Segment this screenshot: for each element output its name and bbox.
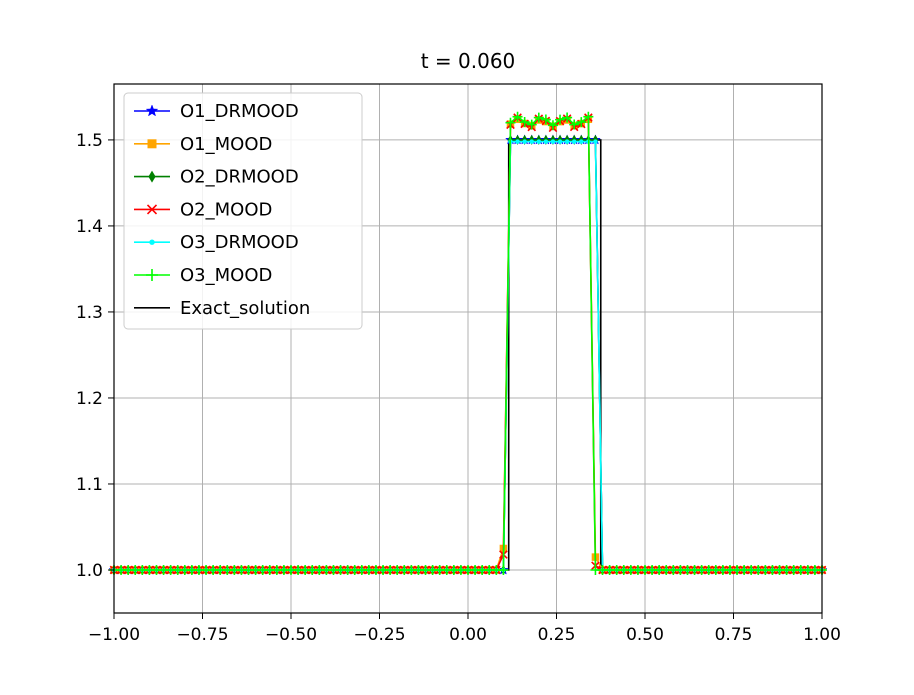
legend-marker-o3-drmood — [149, 239, 155, 245]
legend-entry-o2-drmood: O2_DRMOOD — [134, 167, 299, 188]
legend-entry-o1-drmood: O1_DRMOOD — [134, 101, 299, 122]
legend-box — [123, 92, 363, 330]
data-point-o3-mood — [583, 111, 594, 122]
legend-entry-o3-mood: O3_MOOD — [134, 265, 272, 286]
data-point-o3-mood — [498, 564, 509, 575]
x-tick-label: 0.75 — [715, 625, 753, 645]
x-tick-label: 0.50 — [626, 625, 664, 645]
series-layer — [108, 111, 828, 575]
data-point-o3-mood — [505, 117, 516, 128]
data-point-o3-drmood — [543, 139, 549, 144]
data-point-o3-drmood — [515, 139, 520, 144]
data-point-o3-mood — [512, 111, 523, 122]
data-point-o3-drmood — [571, 139, 577, 144]
y-tick-label: 1.3 — [76, 303, 103, 323]
legend-label: O2_MOOD — [180, 199, 272, 220]
y-tick-label: 1.1 — [76, 475, 103, 495]
data-point-o3-mood — [540, 114, 551, 125]
legend-entry-o1-mood: O1_MOOD — [134, 134, 272, 155]
legend-marker-o1-drmood — [145, 104, 159, 117]
legend-label: O3_MOOD — [180, 265, 272, 286]
data-point-o3-drmood — [579, 139, 584, 144]
y-tick-label: 1.2 — [76, 389, 103, 409]
legend-label: Exact_solution — [180, 298, 310, 319]
data-point-o3-drmood — [564, 139, 570, 144]
y-tick-label: 1.4 — [76, 217, 103, 237]
data-point-o3-drmood — [536, 139, 542, 144]
legend-label: O1_DRMOOD — [180, 101, 299, 122]
legend-marker-o1-mood — [147, 139, 157, 149]
x-tick-label: 0.25 — [538, 625, 576, 645]
data-point-o3-mood — [526, 119, 537, 130]
y-tick-label: 1.0 — [76, 561, 103, 581]
series-o3-mood — [109, 111, 827, 575]
legend-label: O2_DRMOOD — [180, 167, 299, 188]
x-tick-label: −0.25 — [353, 625, 405, 645]
x-tick-label: −0.75 — [176, 625, 228, 645]
data-point-o3-drmood — [550, 139, 556, 144]
data-point-o3-drmood — [522, 139, 527, 144]
data-point-o3-drmood — [593, 139, 598, 144]
data-point-o3-mood — [569, 119, 580, 130]
data-point-o3-mood — [576, 117, 587, 128]
legend-label: O3_DRMOOD — [180, 232, 299, 253]
data-point-o3-mood — [547, 120, 558, 131]
x-tick-label: 0.00 — [449, 625, 487, 645]
legend-marker-o3-mood — [146, 269, 158, 281]
data-point-o3-mood — [533, 112, 544, 123]
chart-title: t = 0.060 — [421, 49, 516, 73]
legend-entry-o3-drmood: O3_DRMOOD — [134, 232, 299, 253]
data-point-o3-mood — [562, 112, 573, 123]
legend-entry-o2-mood: O2_MOOD — [134, 199, 272, 220]
x-tick-label: −1.00 — [88, 625, 140, 645]
data-point-o3-drmood — [529, 139, 534, 144]
legend: O1_DRMOOD O1_MOOD O2_DRMOOD O2_MOOD O3_DRMOO… — [123, 92, 363, 330]
axis-ticks: −1.00 −0.75 −0.50 −0.25 0.00 0.25 0.50 0.75 1.00… — [76, 131, 841, 645]
data-point-o3-mood — [519, 117, 530, 128]
x-tick-label: 1.00 — [803, 625, 841, 645]
legend-entry-exact-solution: Exact_solution — [134, 298, 310, 319]
legend-marker-o2-drmood — [148, 170, 156, 183]
legend-marker-o2-mood — [146, 204, 158, 215]
data-point-o3-drmood — [557, 139, 563, 144]
x-tick-label: −0.50 — [265, 625, 317, 645]
y-tick-label: 1.5 — [76, 131, 103, 151]
legend-label: O1_MOOD — [180, 134, 272, 155]
data-point-o3-mood — [555, 114, 566, 125]
